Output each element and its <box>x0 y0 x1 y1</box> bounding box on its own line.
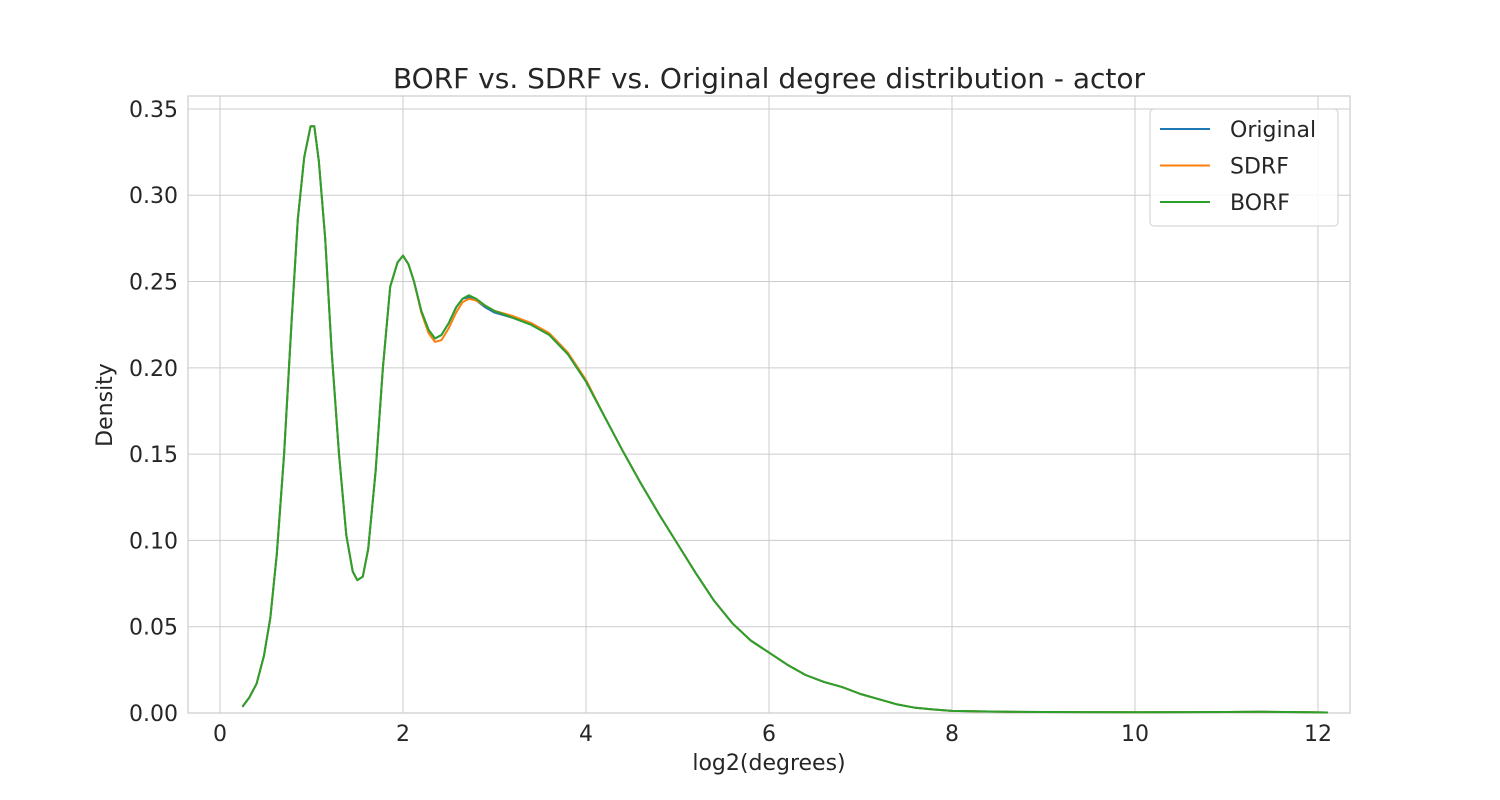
x-tick-label: 12 <box>1304 722 1332 747</box>
legend: Original SDRF BORF <box>1149 108 1339 227</box>
y-tick-label: 0.20 <box>129 357 178 382</box>
plot-frame <box>187 95 1351 714</box>
x-tick-label: 6 <box>762 722 776 747</box>
chart-title: BORF vs. SDRF vs. Original degree distri… <box>393 62 1146 95</box>
series-lines <box>241 125 1329 714</box>
x-tick-label: 0 <box>213 722 227 747</box>
series-line-borf <box>241 125 1329 714</box>
x-tick-label: 2 <box>396 722 410 747</box>
x-axis-label: log2(degrees) <box>692 751 845 776</box>
legend-box <box>1149 108 1339 227</box>
legend-label-sdrf: SDRF <box>1230 155 1289 180</box>
tick-labels: 0 2 4 6 8 10 12 0.00 0.05 0.10 0.15 0.20 0.25 0.30 0.3… <box>129 98 1332 747</box>
legend-label-original: Original <box>1230 118 1316 143</box>
x-tick-label: 10 <box>1121 722 1149 747</box>
y-tick-label: 0.15 <box>129 443 178 468</box>
y-tick-label: 0.35 <box>129 98 178 123</box>
y-tick-label: 0.05 <box>129 616 178 641</box>
y-tick-label: 0.30 <box>129 184 178 209</box>
y-tick-label: 0.25 <box>129 271 178 296</box>
y-tick-label: 0.10 <box>129 529 178 554</box>
y-axis-label: Density <box>93 363 118 447</box>
y-tick-label: 0.00 <box>129 702 178 727</box>
x-tick-label: 8 <box>945 722 959 747</box>
x-tick-label: 4 <box>579 722 593 747</box>
legend-label-borf: BORF <box>1230 191 1290 216</box>
